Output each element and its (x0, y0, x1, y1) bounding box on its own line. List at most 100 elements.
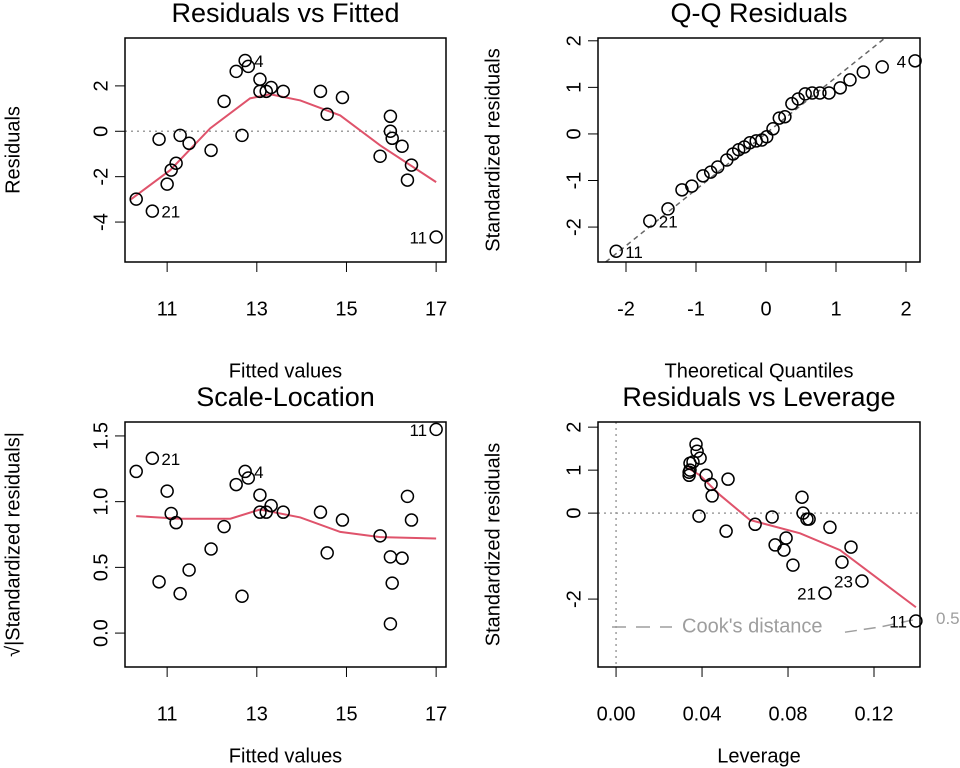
point (129, 192, 143, 206)
x-tick-label: 0.04 (683, 703, 722, 725)
point-label: 21 (659, 213, 678, 232)
chart-title: Residuals vs Fitted (171, 0, 399, 28)
point (909, 614, 923, 628)
y-tick-label: 0.5 (90, 553, 112, 581)
point (696, 169, 710, 183)
point (217, 519, 231, 534)
point (719, 524, 733, 538)
x-tick-label: 13 (246, 703, 268, 725)
point (383, 124, 398, 139)
point (169, 515, 183, 530)
point (235, 589, 249, 604)
point (710, 160, 725, 174)
point (685, 179, 699, 193)
point (404, 513, 419, 527)
point (786, 558, 800, 572)
point (643, 214, 657, 228)
y-axis-label: Standardized residuals (482, 48, 504, 251)
point (705, 489, 719, 503)
point (313, 505, 328, 519)
point (429, 230, 443, 244)
point (160, 484, 174, 498)
point (383, 550, 398, 564)
point (404, 158, 419, 172)
chart-title: Q-Q Residuals (670, 0, 847, 28)
point (264, 80, 278, 95)
x-axis-label: Fitted values (229, 745, 342, 767)
point (818, 586, 832, 600)
point (703, 165, 718, 179)
point (335, 90, 350, 105)
point (766, 122, 780, 136)
point (772, 111, 787, 125)
x-tick-label: 17 (425, 298, 447, 320)
plot-frame (124, 421, 447, 668)
point (129, 464, 143, 479)
point-label: 4 (254, 52, 263, 71)
cook-contour (844, 618, 917, 633)
point (693, 451, 707, 465)
qq-reference-line (605, 38, 886, 262)
point (699, 468, 713, 483)
point-label: 21 (797, 585, 816, 604)
point (253, 72, 267, 87)
point (689, 437, 703, 452)
point (690, 444, 704, 458)
point (908, 54, 922, 68)
y-axis-label: Residuals (2, 106, 24, 194)
point (429, 422, 443, 437)
point (768, 538, 782, 552)
point (395, 139, 409, 154)
point (805, 86, 819, 100)
point (313, 84, 328, 99)
point (145, 204, 160, 218)
y-tick-label: 0 (563, 128, 585, 139)
point (833, 81, 847, 95)
point (173, 586, 187, 601)
point-label: 23 (834, 573, 853, 592)
point (813, 86, 827, 100)
y-tick-label: -1 (563, 172, 585, 190)
point-label: 4 (897, 52, 906, 71)
cook-level-label: 0.5 (936, 609, 960, 628)
point (229, 64, 243, 79)
y-tick-label: 0 (563, 508, 585, 519)
point (822, 86, 836, 100)
x-tick-label: 0.00 (597, 703, 636, 725)
point (823, 520, 837, 535)
point (395, 551, 409, 565)
point (241, 471, 256, 485)
y-tick-label: 1 (563, 82, 585, 93)
x-tick-label: -2 (617, 298, 635, 320)
point (692, 509, 706, 523)
point (253, 505, 267, 519)
point (182, 563, 196, 577)
point (791, 92, 805, 106)
plot-frame (597, 37, 921, 263)
point (835, 555, 849, 569)
point (320, 546, 334, 560)
point-label: 21 (161, 450, 180, 469)
point (798, 87, 812, 101)
point-label: 11 (889, 612, 907, 631)
x-tick-label: 0.12 (855, 703, 894, 725)
point (765, 510, 779, 524)
point (383, 617, 398, 631)
x-tick-label: 1 (830, 298, 841, 320)
x-tick-label: 13 (246, 298, 268, 320)
point (235, 128, 249, 143)
point (748, 517, 762, 532)
y-tick-label: 1 (563, 465, 585, 476)
x-tick-label: 15 (335, 298, 357, 320)
point-label: 11 (409, 229, 427, 248)
point (383, 109, 398, 124)
point (385, 131, 399, 146)
point (609, 244, 623, 259)
point (182, 136, 196, 151)
y-axis-label: Standardized residuals (482, 443, 504, 646)
point (844, 540, 858, 554)
point (400, 173, 415, 187)
y-tick-label: 2 (563, 35, 585, 46)
point (173, 128, 187, 143)
point (160, 177, 174, 191)
